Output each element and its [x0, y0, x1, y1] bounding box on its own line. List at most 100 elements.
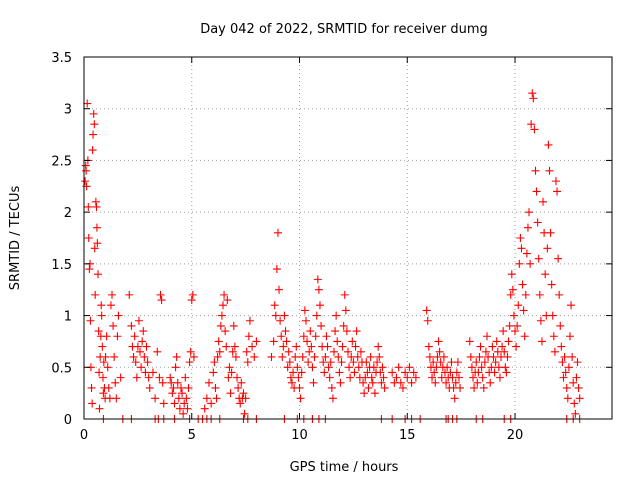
data-point: [125, 290, 134, 299]
data-point: [133, 342, 142, 351]
data-point: [140, 352, 149, 361]
data-point: [530, 125, 539, 134]
data-point: [292, 342, 301, 351]
data-point: [501, 363, 510, 372]
data-point: [434, 337, 443, 346]
data-point: [173, 378, 182, 387]
data-point: [519, 306, 528, 315]
data-point: [130, 332, 139, 341]
data-point: [486, 378, 495, 387]
data-point: [401, 368, 410, 377]
data-point: [326, 358, 335, 367]
data-point: [546, 228, 555, 237]
data-point: [411, 373, 420, 382]
data-point: [88, 399, 97, 408]
data-point: [309, 378, 318, 387]
data-point: [522, 249, 531, 258]
data-point: [337, 358, 346, 367]
data-point: [101, 352, 110, 361]
data-point: [99, 358, 108, 367]
data-point: [489, 352, 498, 361]
data-point: [134, 316, 143, 325]
data-point: [83, 99, 92, 108]
data-point: [298, 352, 307, 361]
data-point: [517, 244, 526, 253]
data-point: [403, 373, 412, 382]
data-point: [473, 378, 482, 387]
marks-layer: [81, 89, 584, 423]
data-point: [113, 332, 122, 341]
data-point: [85, 265, 94, 274]
data-point: [572, 373, 581, 382]
data-point: [132, 373, 141, 382]
data-point: [306, 327, 315, 336]
data-point: [94, 270, 103, 279]
data-point: [352, 327, 361, 336]
data-point: [277, 332, 286, 341]
data-point: [267, 352, 276, 361]
data-point: [108, 290, 117, 299]
data-point: [502, 368, 511, 377]
data-point: [168, 389, 177, 398]
data-point: [430, 368, 439, 377]
data-point: [388, 368, 397, 377]
data-point: [131, 358, 140, 367]
y-tick-label: 1: [64, 310, 72, 325]
data-point: [294, 373, 303, 382]
data-point: [307, 342, 316, 351]
data-point: [374, 342, 383, 351]
data-point: [465, 337, 474, 346]
data-point: [136, 347, 145, 356]
data-point: [93, 239, 102, 248]
data-point: [428, 373, 437, 382]
data-point: [515, 259, 524, 268]
data-point: [143, 358, 152, 367]
data-point: [535, 290, 544, 299]
data-point: [513, 321, 522, 330]
data-point: [127, 321, 136, 330]
data-point: [334, 352, 343, 361]
data-point: [186, 347, 195, 356]
data-point: [544, 140, 553, 149]
data-point: [534, 254, 543, 263]
data-point: [478, 373, 487, 382]
data-point: [348, 337, 357, 346]
data-point: [172, 352, 181, 361]
data-point: [514, 301, 523, 310]
data-point: [543, 244, 552, 253]
data-point: [480, 358, 489, 367]
data-point: [285, 358, 294, 367]
data-point: [509, 311, 518, 320]
data-point: [86, 316, 95, 325]
data-point: [529, 94, 538, 103]
data-point: [224, 373, 233, 382]
data-point: [452, 368, 461, 377]
data-point: [508, 285, 517, 294]
data-point: [536, 316, 545, 325]
data-point: [248, 342, 257, 351]
data-point: [512, 342, 521, 351]
data-point: [550, 347, 559, 356]
data-point: [90, 120, 99, 129]
data-point: [439, 352, 448, 361]
data-point: [354, 363, 363, 372]
data-point: [468, 373, 477, 382]
data-point: [425, 352, 434, 361]
data-point: [315, 301, 324, 310]
data-point: [295, 383, 304, 392]
data-point: [281, 327, 290, 336]
data-point: [487, 363, 496, 372]
data-point: [98, 342, 107, 351]
data-point: [282, 337, 291, 346]
data-point: [554, 254, 563, 263]
x-tick-label: 15: [399, 428, 416, 443]
data-point: [166, 373, 175, 382]
data-point: [356, 347, 365, 356]
data-point: [488, 342, 497, 351]
data-point: [103, 363, 112, 372]
data-point: [88, 146, 97, 155]
data-point: [319, 358, 328, 367]
data-point: [312, 311, 321, 320]
data-point: [505, 321, 514, 330]
data-point: [570, 399, 579, 408]
